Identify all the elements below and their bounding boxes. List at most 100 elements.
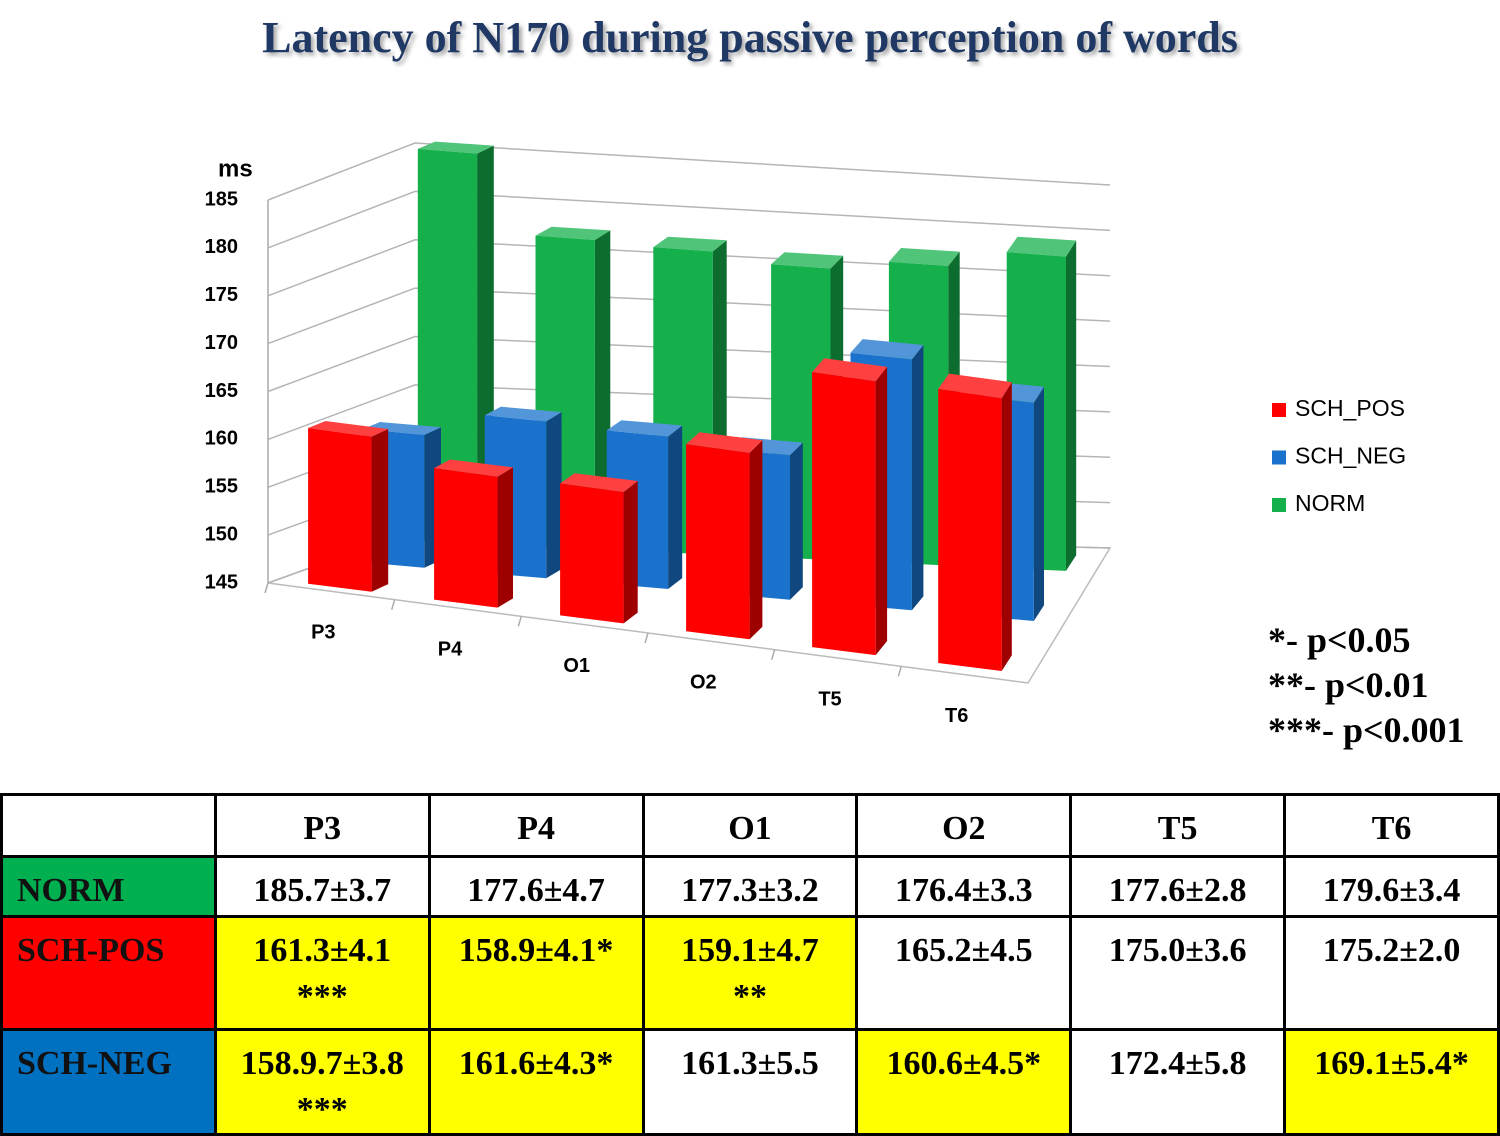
x-tick-label: T6 (945, 705, 968, 727)
table-cell: 161.6±4.3* (427, 1028, 645, 1136)
bar-side (911, 345, 924, 611)
column-header: T6 (1283, 793, 1500, 858)
y-tick-label: 185 (205, 188, 238, 210)
legend-swatch (1272, 450, 1286, 465)
table-cell: 172.4±5.8 (1069, 1028, 1287, 1136)
bar-top (535, 226, 611, 240)
y-tick-label: 155 (205, 476, 238, 498)
grid-line (267, 142, 1111, 201)
cell-note: *** (296, 978, 348, 1015)
cell-note: ** (732, 978, 767, 1015)
legend-label: SCH_NEG (1295, 443, 1406, 469)
bar-top (308, 421, 389, 437)
bar (938, 373, 1012, 671)
y-axis-label: ms (218, 155, 253, 182)
bar-top (653, 236, 727, 252)
x-tick-label: O2 (690, 672, 717, 694)
bar-top (888, 248, 960, 266)
x-tick (897, 666, 903, 677)
table-row: SCH-POS 161.3±4.1 *** 158.9±4.1* 159.1±4.7 **… (0, 915, 1500, 1031)
y-tick-label: 160 (205, 428, 238, 450)
bar-side (1033, 386, 1044, 621)
cell-value: 160.6±4.5* (886, 1045, 1042, 1082)
x-tick-label: O1 (563, 655, 590, 677)
x-tick (644, 632, 649, 644)
table-row: NORM 185.7±3.7 177.6±4.7 177.3±3.2 176.4±3.3… (0, 855, 1500, 918)
y-tick-label: 180 (205, 236, 238, 258)
table-cell: 160.6±4.5* (855, 1028, 1073, 1136)
bar-top (938, 373, 1012, 399)
corner-cell (0, 793, 217, 858)
cell-value: 175.2±2.0 (1322, 932, 1461, 969)
bar-front (938, 388, 1002, 671)
bar-side (546, 412, 562, 579)
bar (812, 358, 888, 656)
grid-line (267, 287, 1111, 345)
header-row: P3 P4 O1 O2 T5 T6 (0, 793, 1500, 858)
bar-front (308, 428, 372, 592)
table-cell: 175.2±2.0 (1283, 915, 1500, 1031)
cell-value: 158.9.7±3.8 (240, 1045, 404, 1082)
grid-line (267, 239, 1111, 297)
bar-top (850, 339, 924, 360)
bar-front (434, 468, 498, 608)
bar-top (434, 459, 513, 477)
chart: 145 150 155 160 165 170 175 180 185 ms P3 P4 O1 O2 T5 T… (205, 141, 1406, 727)
cell-value: 161.6±4.3* (458, 1045, 614, 1082)
bar-side (875, 366, 888, 656)
x-tick-label: P3 (311, 622, 335, 644)
y-tick-label: 150 (205, 523, 238, 545)
cell-value: 158.9±4.1* (458, 932, 614, 969)
bar-top (362, 422, 441, 435)
cell-value: 172.4±5.8 (1108, 1045, 1247, 1082)
column-header: T5 (1069, 793, 1287, 858)
table-cell: 185.7±3.7 (213, 855, 431, 918)
row-label: NORM (0, 855, 217, 918)
cell-value: 179.6±3.4 (1322, 872, 1461, 909)
table-cell: 179.6±3.4 (1283, 855, 1500, 918)
cell-value: 177.6±4.7 (467, 872, 605, 909)
table-cell: 177.6±4.7 (427, 855, 645, 918)
cell-value: 176.4±3.3 (894, 872, 1033, 909)
bar-side (623, 481, 638, 624)
legend-label: NORM (1295, 490, 1365, 516)
table-cell: 165.2±4.5 (855, 915, 1073, 1031)
significance-note: *- p<0.05 (1268, 620, 1411, 660)
table-cell: 176.4±3.3 (855, 855, 1073, 918)
legend-label: SCH_POS (1295, 395, 1405, 421)
column-header: O1 (641, 793, 859, 858)
table-cell: 159.1±4.7 ** (641, 915, 859, 1031)
table-cell: 161.3±4.1 *** (213, 915, 431, 1031)
table-cell: 169.1±5.4* (1283, 1028, 1500, 1136)
x-tick (770, 649, 776, 660)
bar-top (812, 358, 888, 382)
row-label: SCH-NEG (0, 1028, 217, 1136)
bar-top (606, 420, 683, 437)
cell-value: 177.6±2.8 (1108, 872, 1247, 909)
table-cell: 177.6±2.8 (1069, 855, 1287, 918)
bar-side (1001, 382, 1012, 671)
bar-top (560, 473, 638, 493)
bar-top (771, 252, 844, 269)
bar-side (594, 230, 611, 550)
x-tick (390, 599, 396, 610)
column-header: P4 (427, 793, 645, 858)
bar (308, 421, 389, 592)
row-label: SCH-POS (0, 915, 217, 1031)
table-cell: 177.3±3.2 (641, 855, 859, 918)
significance-notes: *- p<0.05 **- p<0.01 ***- p<0.001 (1268, 618, 1465, 753)
data-table: P3 P4 O1 O2 T5 T6 NORM 185.7±3.7 177.6±4.7 177.3±… (0, 793, 1500, 1136)
bar-top (417, 141, 494, 154)
bar-front (686, 444, 750, 640)
legend-swatch (1272, 498, 1286, 512)
table-row: SCH-NEG 158.9.7±3.8 *** 161.6±4.3* 161.3±5.5… (0, 1028, 1500, 1136)
table-cell: 175.0±3.6 (1069, 915, 1287, 1031)
bar (560, 473, 638, 624)
cell-value: 161.3±4.1 (253, 932, 392, 969)
cell-value: 159.1±4.7 (681, 932, 819, 969)
bar-side (1066, 240, 1077, 571)
bar-front (560, 483, 624, 624)
cell-value: 177.3±3.2 (681, 872, 819, 909)
bar-front (812, 372, 876, 656)
table-cell: 158.9±4.1* (427, 915, 645, 1031)
